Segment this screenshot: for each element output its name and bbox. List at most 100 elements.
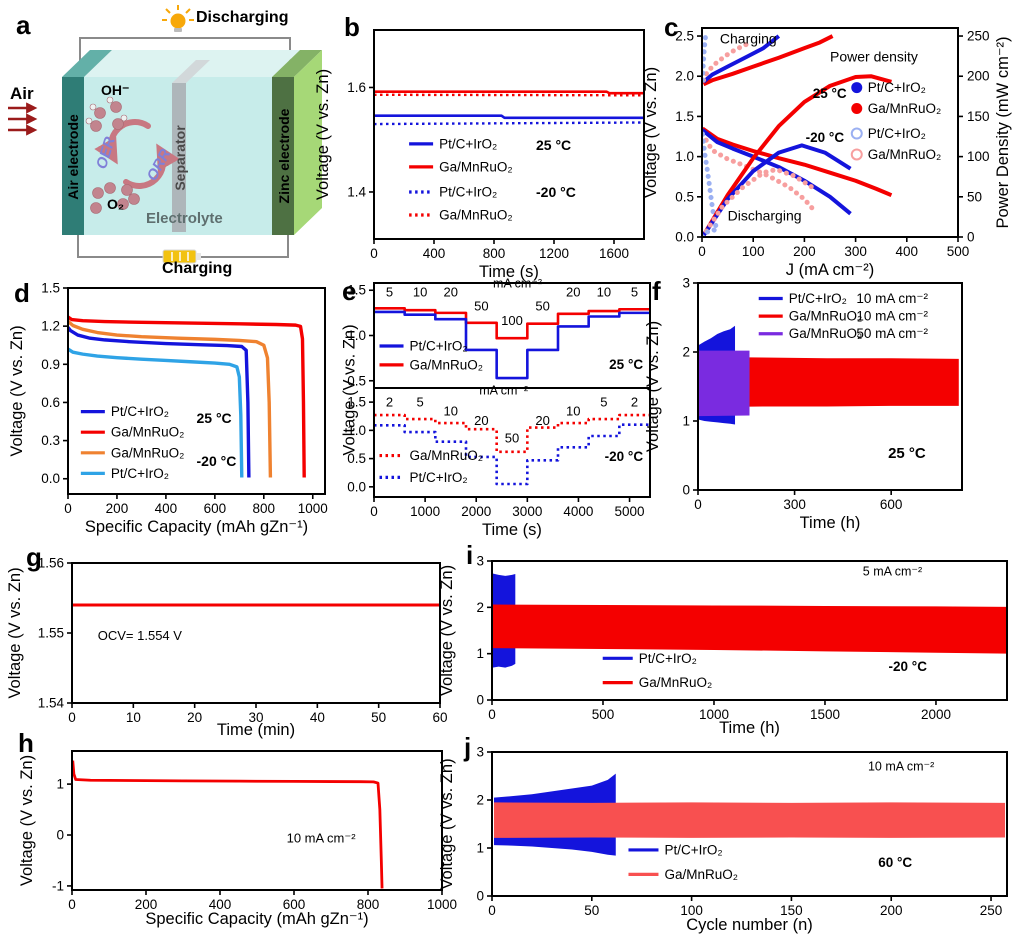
svg-text:Pt/C+IrO₂: Pt/C+IrO₂ <box>639 651 697 666</box>
plot-frame <box>71 750 443 891</box>
svg-text:0.5: 0.5 <box>347 373 366 388</box>
annotation: -20 °C <box>889 659 928 674</box>
svg-text:200: 200 <box>135 897 158 912</box>
svg-text:200: 200 <box>967 69 990 84</box>
svg-text:1.0: 1.0 <box>675 149 694 164</box>
legend-entry: Ga/MnRuO₂ <box>851 101 941 116</box>
svg-text:400: 400 <box>155 501 178 516</box>
svg-text:100: 100 <box>742 244 765 259</box>
series-Ga/MnRuO2 25C <box>374 307 650 340</box>
svg-text:Pt/C+IrO₂: Pt/C+IrO₂ <box>439 136 497 151</box>
svg-text:1000: 1000 <box>410 504 440 519</box>
svg-text:150: 150 <box>780 903 803 918</box>
electrolyte-top-face <box>84 50 300 77</box>
svg-text:Pt/C+IrO₂: Pt/C+IrO₂ <box>439 184 497 199</box>
svg-text:1500: 1500 <box>810 707 840 722</box>
band-Ga/MnRuO2 band <box>492 604 1007 654</box>
series-power Pt/C+IrO2 -20C <box>701 227 720 238</box>
plot-frame <box>67 287 326 495</box>
svg-text:Pt/C+IrO₂: Pt/C+IrO₂ <box>111 404 169 419</box>
svg-text:400: 400 <box>423 246 446 261</box>
svg-text:1.56: 1.56 <box>38 556 64 571</box>
svg-text:Ga/MnRuO₂: Ga/MnRuO₂ <box>439 159 513 174</box>
legend-entry: Ga/MnRuO₂ <box>628 867 738 882</box>
svg-text:Time (h): Time (h) <box>800 514 861 532</box>
svg-text:250: 250 <box>980 903 1003 918</box>
legend-entry: Pt/C+IrO₂ <box>409 184 497 199</box>
annotation: Power density <box>830 48 918 64</box>
svg-text:1200: 1200 <box>539 246 569 261</box>
svg-text:1000: 1000 <box>699 707 729 722</box>
air-electrode-top-face <box>62 50 112 77</box>
svg-text:Time (h): Time (h) <box>719 719 780 737</box>
svg-text:2.5: 2.5 <box>675 29 694 44</box>
annotation: 10 mA cm⁻² <box>287 831 357 846</box>
svg-text:Voltage (V vs. Zn): Voltage (V vs. Zn) <box>18 755 36 886</box>
zinc-electrode-top-face <box>272 50 322 77</box>
series-charge Pt/C+IrO2 25C <box>702 34 781 84</box>
svg-text:0: 0 <box>68 897 76 912</box>
band-Ga/MnRuO2 10 mA band <box>698 356 959 408</box>
svg-text:Ga/MnRuO₂: Ga/MnRuO₂ <box>639 675 713 690</box>
series-group <box>373 90 645 126</box>
svg-text:0.0: 0.0 <box>41 471 60 486</box>
svg-text:0: 0 <box>682 483 690 498</box>
legend-entry: Ga/MnRuO₂ <box>80 445 184 460</box>
chart-g: 0 10 20 30 40 50 60 Time (min) 1.54 1.55 1.56 Volta… <box>6 556 448 740</box>
svg-text:3: 3 <box>476 554 484 569</box>
svg-text:1.0: 1.0 <box>347 328 366 343</box>
svg-text:500: 500 <box>592 707 615 722</box>
plot-frame <box>373 29 645 240</box>
svg-text:0: 0 <box>488 707 496 722</box>
zinc-electrode-side-face <box>294 50 322 235</box>
svg-text:Ga/MnRuO₂: Ga/MnRuO₂ <box>664 867 738 882</box>
annotation: 25 °C <box>813 86 847 101</box>
svg-text:Voltage (V vs. Zn): Voltage (V vs. Zn) <box>642 67 660 198</box>
svg-text:1.4: 1.4 <box>347 184 366 199</box>
schematic-art <box>8 5 322 264</box>
svg-text:10 mA cm⁻²: 10 mA cm⁻² <box>856 291 928 306</box>
svg-text:0: 0 <box>476 889 484 904</box>
svg-text:1600: 1600 <box>599 246 629 261</box>
svg-text:1000: 1000 <box>427 897 457 912</box>
svg-text:0: 0 <box>68 710 76 725</box>
svg-text:0.5: 0.5 <box>347 451 366 466</box>
series-charge Ga/MnRuO2 -20C <box>701 41 750 83</box>
svg-text:Ga/MnRuO₂: Ga/MnRuO₂ <box>410 448 484 463</box>
series-discharge Ga/MnRuO2 25C <box>701 126 893 198</box>
annotation: -20 °C <box>197 453 237 469</box>
series-Ga/MnRuO2 discharge <box>71 760 384 889</box>
svg-text:3000: 3000 <box>512 504 542 519</box>
legend-entry: Ga/MnRuO₂ <box>80 425 184 440</box>
svg-text:Ga/MnRuO₂: Ga/MnRuO₂ <box>868 147 942 162</box>
svg-text:1.5: 1.5 <box>347 283 366 298</box>
legend-entry: Pt/C+IrO₂ <box>80 404 169 419</box>
series-power Ga/MnRuO2 -20C <box>701 166 815 238</box>
svg-text:60: 60 <box>432 710 447 725</box>
series-Ga/MnRuO2 25C <box>374 90 644 95</box>
band-Ga/MnRuO2 band <box>493 802 1006 838</box>
panel-label-a: a <box>16 10 31 40</box>
annotation: 50 <box>474 298 488 313</box>
series-Pt/C+IrO2 25C <box>374 114 644 120</box>
series-group <box>374 307 650 380</box>
svg-text:50: 50 <box>584 903 599 918</box>
separator-top-face <box>172 60 210 83</box>
annotation: 10 <box>413 285 427 300</box>
svg-text:600: 600 <box>283 897 306 912</box>
panel-label-d: d <box>14 278 30 308</box>
chart-d: 0 200 400 600 800 1000 Specific Capacity (mAh … <box>8 281 328 537</box>
svg-text:Ga/MnRuO₂: Ga/MnRuO₂ <box>789 309 863 324</box>
annotation: 50 <box>505 431 519 446</box>
annotation: 5 <box>386 285 393 300</box>
svg-text:1.0: 1.0 <box>347 423 366 438</box>
svg-text:Voltage (V vs. Zn): Voltage (V vs. Zn) <box>644 321 662 452</box>
annotation: 20 <box>443 285 457 300</box>
svg-text:1000: 1000 <box>298 501 328 516</box>
annotation: 10 mA cm⁻² <box>868 760 934 774</box>
svg-text:1.5: 1.5 <box>41 281 60 296</box>
annotation: 25 °C <box>197 410 232 426</box>
svg-text:150: 150 <box>967 109 990 124</box>
